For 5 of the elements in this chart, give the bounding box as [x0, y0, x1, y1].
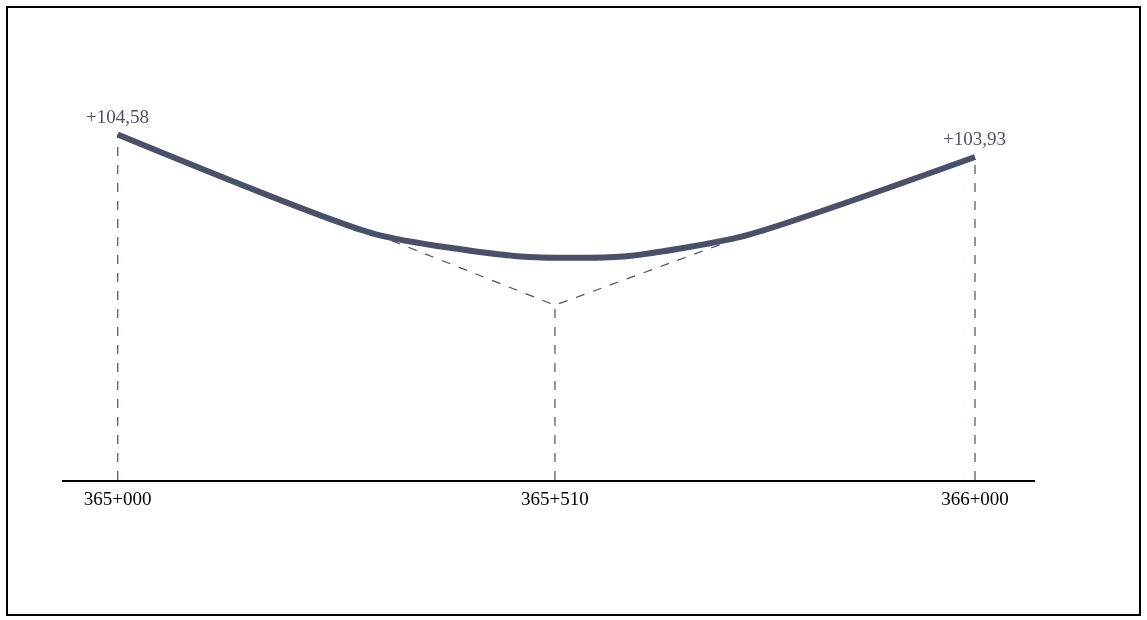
annotation: +104,58 [86, 106, 149, 127]
x-tick-label: 366+000 [941, 487, 1009, 509]
annotation: +103,93 [943, 128, 1006, 149]
x-tick-label: 365+000 [83, 487, 152, 509]
x-tick-label: 365+510 [521, 487, 589, 509]
